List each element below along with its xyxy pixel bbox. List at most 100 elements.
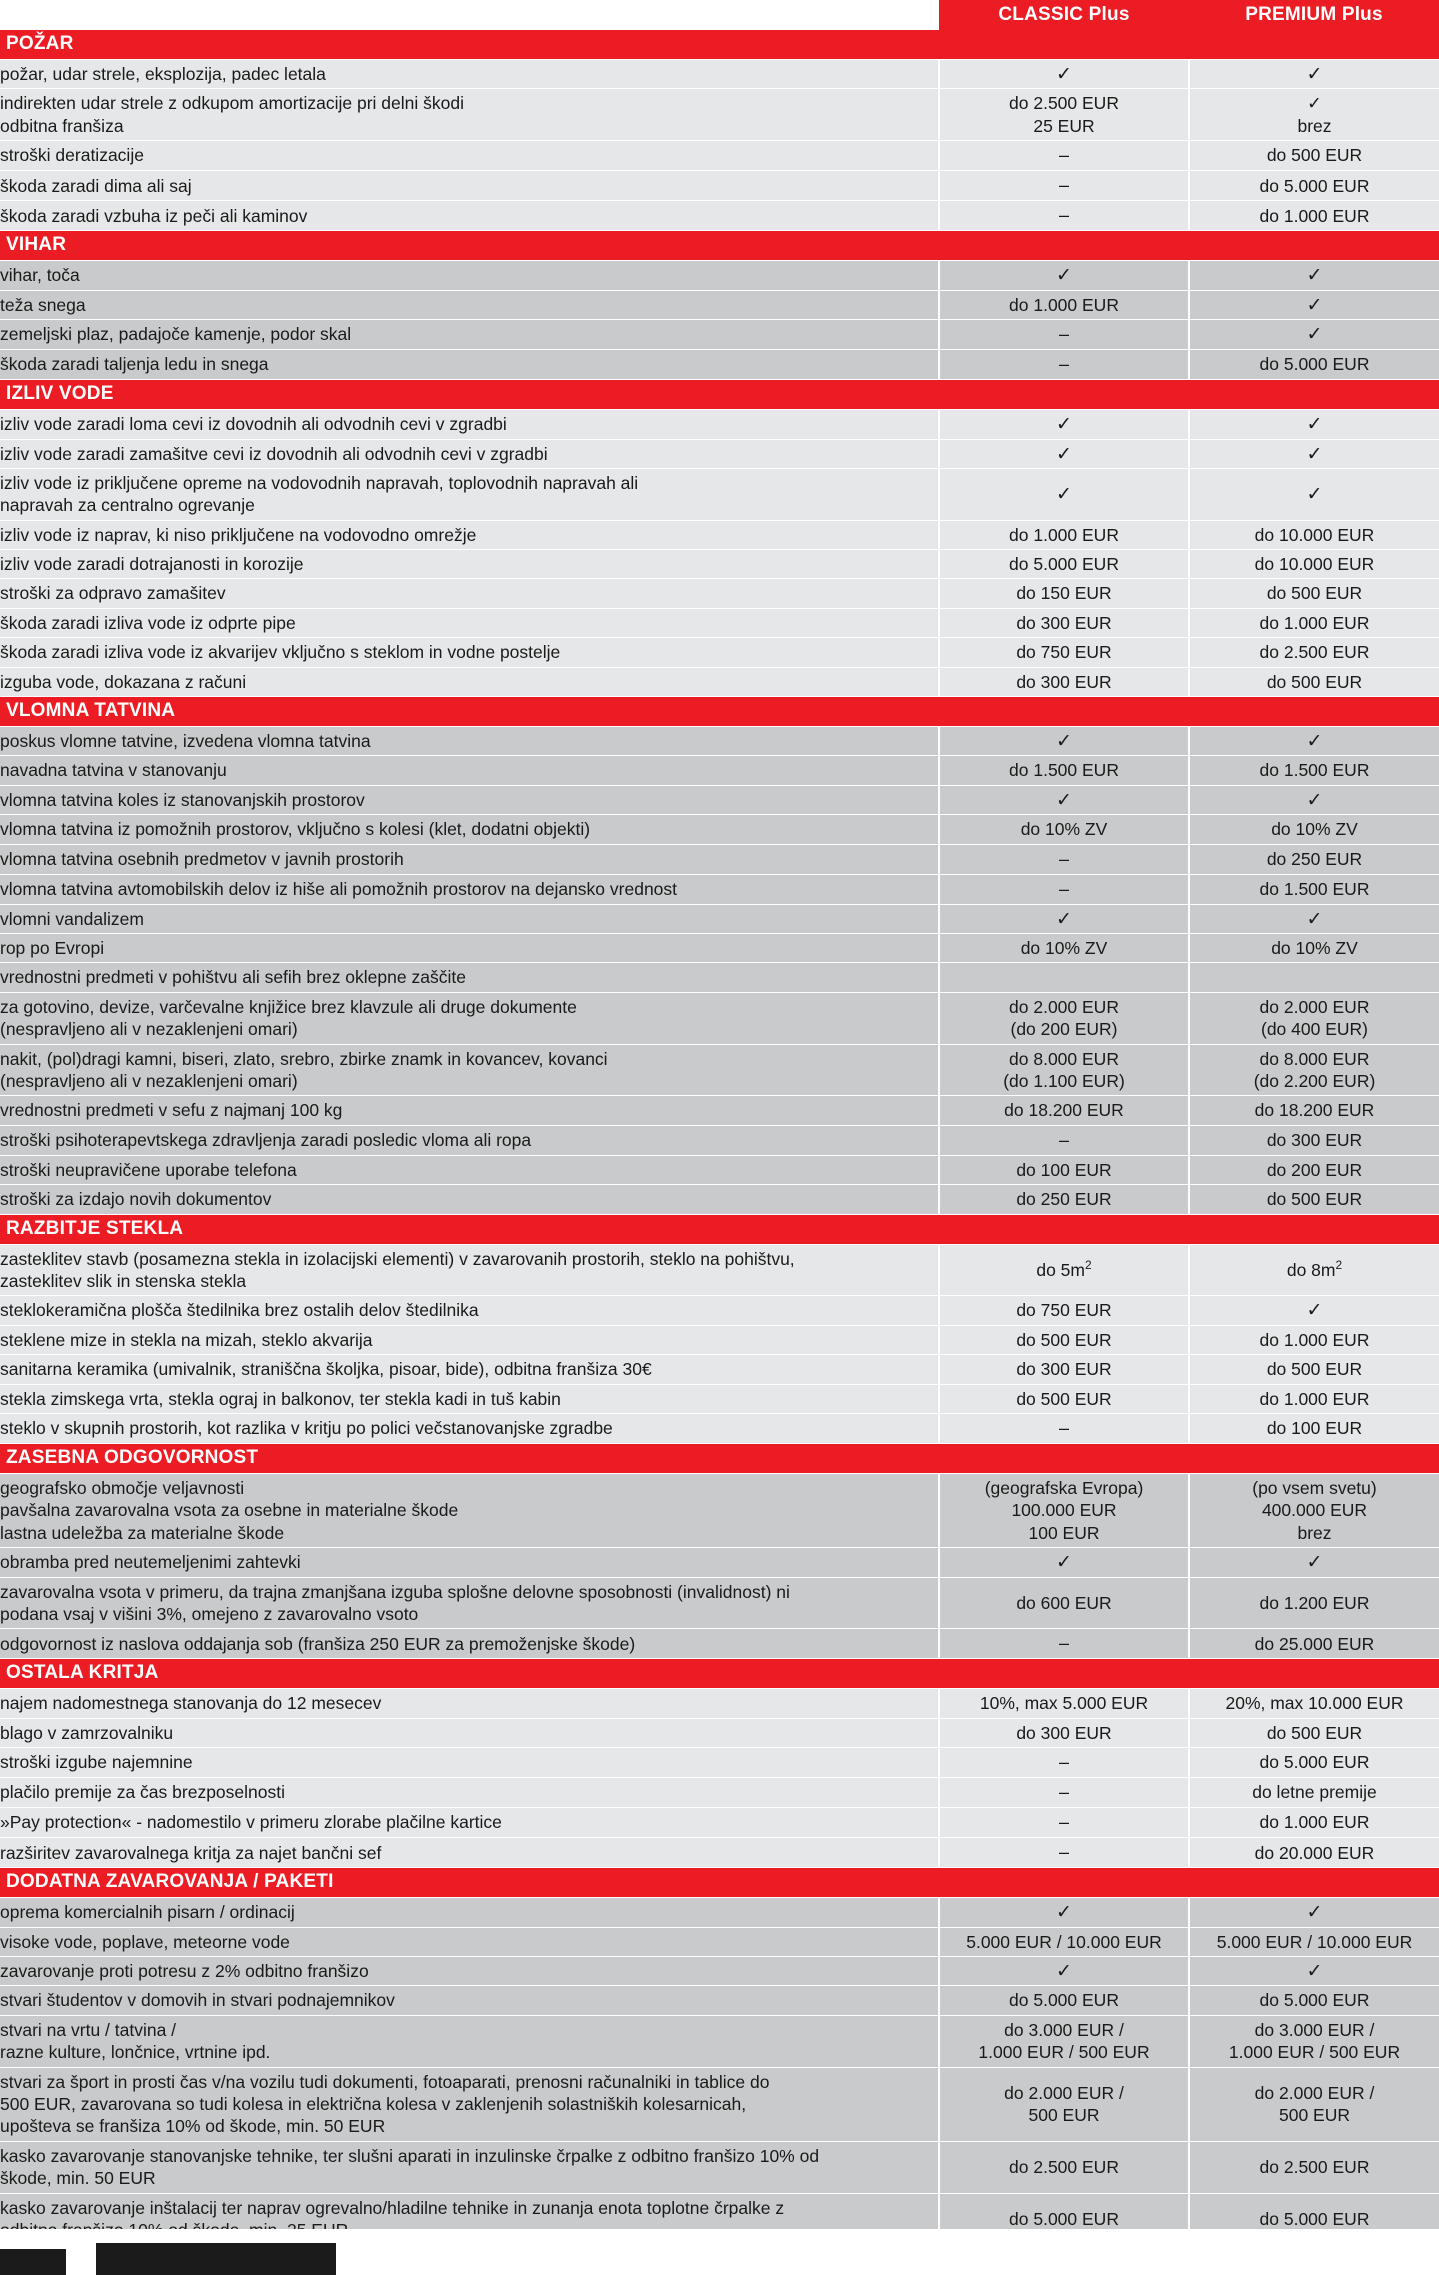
coverage-label: stroški za izdajo novih dokumentov bbox=[0, 1184, 940, 1215]
coverage-label: stroški deratizacije bbox=[0, 140, 940, 172]
table-row: sanitarna keramika (umivalnik, straniščn… bbox=[0, 1354, 1439, 1385]
coverage-value-premium: ✓ bbox=[1189, 409, 1439, 440]
section-header-row: VIHAR bbox=[0, 230, 1439, 262]
footer-strip bbox=[0, 2228, 1439, 2275]
coverage-label: stekla zimskega vrta, stekla ograj in ba… bbox=[0, 1384, 940, 1414]
not-included-dash-icon: – bbox=[1058, 1633, 1069, 1654]
table-row: plačilo premije za čas brezposelnosti – do… bbox=[0, 1777, 1439, 1809]
coverage-value-premium bbox=[1189, 962, 1439, 993]
coverage-value-premium: do 500 EUR bbox=[1189, 1718, 1439, 1749]
coverage-label: vrednostni predmeti v sefu z najmanj 100… bbox=[0, 1095, 940, 1126]
coverage-value-premium: do 100 EUR bbox=[1189, 1413, 1439, 1444]
coverage-value-premium: do 10% ZV bbox=[1189, 814, 1439, 845]
coverage-value-premium: ✓ bbox=[1189, 290, 1439, 321]
coverage-value-premium: do 10.000 EUR bbox=[1189, 520, 1439, 551]
coverage-value-classic: do 300 EUR bbox=[939, 1354, 1190, 1385]
check-icon: ✓ bbox=[1306, 1902, 1323, 1924]
coverage-value-classic: do 300 EUR bbox=[939, 1718, 1190, 1749]
header-blank-cell bbox=[0, 0, 939, 30]
coverage-value-premium: ✓ bbox=[1189, 439, 1439, 469]
coverage-value-premium: ✓ bbox=[1189, 260, 1439, 291]
coverage-value-premium: do 1.000 EUR bbox=[1189, 1807, 1439, 1839]
table-row: zemeljski plaz, padajoče kamenje, podor … bbox=[0, 319, 1439, 351]
coverage-value-classic: – bbox=[939, 319, 1190, 351]
table-row: za gotovino, devize, varčevalne knjižice… bbox=[0, 992, 1439, 1045]
coverage-value-classic: do 150 EUR bbox=[939, 578, 1190, 609]
coverage-label: razširitev zavarovalnega kritja za najet… bbox=[0, 1837, 940, 1869]
coverage-value-premium: ✓ bbox=[1189, 1547, 1439, 1578]
coverage-value-classic: do 2.500 EUR 25 EUR bbox=[939, 88, 1190, 142]
check-icon: ✓ bbox=[1056, 265, 1072, 287]
not-included-dash-icon: – bbox=[1058, 1842, 1069, 1863]
coverage-value-classic: 10%, max 5.000 EUR bbox=[939, 1688, 1190, 1719]
coverage-value-premium: ✓ brez bbox=[1189, 88, 1439, 142]
coverage-value-classic: do 5m2 bbox=[939, 1244, 1190, 1297]
coverage-value-premium: do 1.500 EUR bbox=[1189, 874, 1439, 905]
table-row: škoda zaradi dima ali saj – do 5.000 EUR bbox=[0, 170, 1439, 202]
coverage-value-premium: do 2.500 EUR bbox=[1189, 637, 1439, 668]
table-row: škoda zaradi izliva vode iz akvarijev vk… bbox=[0, 637, 1439, 668]
not-included-dash-icon: – bbox=[1058, 1782, 1069, 1803]
coverage-value-premium: ✓ bbox=[1189, 1295, 1439, 1326]
coverage-value-premium: do 18.200 EUR bbox=[1189, 1095, 1439, 1126]
check-icon: ✓ bbox=[1306, 414, 1323, 436]
coverage-value-classic: 5.000 EUR / 10.000 EUR bbox=[939, 1927, 1190, 1958]
table-row: vlomna tatvina koles iz stanovanjskih pr… bbox=[0, 785, 1439, 816]
coverage-label: oprema komercialnih pisarn / ordinacij bbox=[0, 1897, 940, 1928]
not-included-dash-icon: – bbox=[1058, 175, 1069, 196]
coverage-value-premium: do 500 EUR bbox=[1189, 667, 1439, 698]
coverage-value-classic: do 8.000 EUR (do 1.100 EUR) bbox=[939, 1044, 1190, 1097]
coverage-value-classic: do 500 EUR bbox=[939, 1325, 1190, 1356]
table-row: steklokeramična plošča štedilnika brez o… bbox=[0, 1295, 1439, 1326]
table-row: razširitev zavarovalnega kritja za najet… bbox=[0, 1837, 1439, 1869]
table-row: zasteklitev stavb (posamezna stekla in i… bbox=[0, 1244, 1439, 1297]
coverage-value-classic: – bbox=[939, 200, 1190, 232]
coverage-value-classic: do 10% ZV bbox=[939, 933, 1190, 964]
check-icon: ✓ bbox=[1306, 1552, 1323, 1574]
coverage-value-premium: do 1.200 EUR bbox=[1189, 1577, 1439, 1630]
table-row: vlomni vandalizem ✓ ✓ bbox=[0, 904, 1439, 935]
coverage-value-premium: do 25.000 EUR bbox=[1189, 1628, 1439, 1660]
check-icon: ✓ bbox=[1306, 484, 1323, 506]
check-icon: ✓ bbox=[1306, 731, 1323, 753]
section-header-row: DODATNA ZAVAROVANJA / PAKETI bbox=[0, 1867, 1439, 1899]
footer-logo-mark-left bbox=[0, 2248, 66, 2275]
coverage-label: odgovornost iz naslova oddajanja sob (fr… bbox=[0, 1628, 940, 1660]
coverage-value-premium: ✓ bbox=[1189, 59, 1439, 90]
coverage-value-premium: do 300 EUR bbox=[1189, 1125, 1439, 1156]
coverage-label: zemeljski plaz, padajoče kamenje, podor … bbox=[0, 319, 940, 351]
coverage-value-classic: – bbox=[939, 140, 1190, 172]
superscript-two: 2 bbox=[1335, 1258, 1343, 1273]
coverage-label: zavarovanje proti potresu z 2% odbitno f… bbox=[0, 1956, 940, 1987]
table-row: visoke vode, poplave, meteorne vode 5.000… bbox=[0, 1927, 1439, 1958]
coverage-value-classic: do 3.000 EUR /1.000 EUR / 500 EUR bbox=[939, 2015, 1190, 2068]
coverage-value-classic: (geografska Evropa) 100.000 EUR 100 EUR bbox=[939, 1473, 1190, 1549]
not-included-dash-icon: – bbox=[1058, 848, 1069, 869]
coverage-value-classic: do 250 EUR bbox=[939, 1184, 1190, 1215]
coverage-label: steklo v skupnih prostorih, kot razlika … bbox=[0, 1413, 940, 1444]
table-row: izliv vode iz priključene opreme na vodo… bbox=[0, 468, 1439, 521]
coverage-label: izliv vode zaradi zamašitve cevi iz dovo… bbox=[0, 439, 940, 469]
coverage-label: stroški neupravičene uporabe telefona bbox=[0, 1155, 940, 1186]
coverage-value-premium: do 500 EUR bbox=[1189, 140, 1439, 172]
coverage-value-classic: do 300 EUR bbox=[939, 608, 1190, 639]
coverage-value-classic: do 100 EUR bbox=[939, 1155, 1190, 1186]
check-icon: ✓ bbox=[1306, 294, 1323, 316]
footer-logo-mark bbox=[96, 2242, 336, 2275]
coverage-label: zavarovalna vsota v primeru, da trajna z… bbox=[0, 1577, 940, 1630]
check-icon: ✓ bbox=[1056, 484, 1072, 506]
coverage-label: vlomna tatvina osebnih predmetov v javni… bbox=[0, 844, 940, 875]
section-title: RAZBITJE STEKLA bbox=[0, 1214, 1439, 1245]
coverage-label: poskus vlomne tatvine, izvedena vlomna t… bbox=[0, 726, 940, 757]
table-row: stroški deratizacije – do 500 EUR bbox=[0, 140, 1439, 172]
not-included-dash-icon: – bbox=[1058, 1752, 1069, 1773]
table-row: odgovornost iz naslova oddajanja sob (fr… bbox=[0, 1628, 1439, 1660]
coverage-value-premium: do 2.000 EUR (do 400 EUR) bbox=[1189, 992, 1439, 1045]
table-row: stroški neupravičene uporabe telefona do … bbox=[0, 1155, 1439, 1186]
coverage-value-premium: do 2.000 EUR /500 EUR bbox=[1189, 2067, 1439, 2142]
table-body: POŽAR požar, udar strele, eksplozija, pad… bbox=[0, 30, 1439, 2275]
header-plan-premium: PREMIUM Plus bbox=[1189, 0, 1439, 30]
section-title: ZASEBNA ODGOVORNOST bbox=[0, 1443, 1439, 1474]
coverage-label: steklene mize in stekla na mizah, steklo… bbox=[0, 1325, 940, 1356]
